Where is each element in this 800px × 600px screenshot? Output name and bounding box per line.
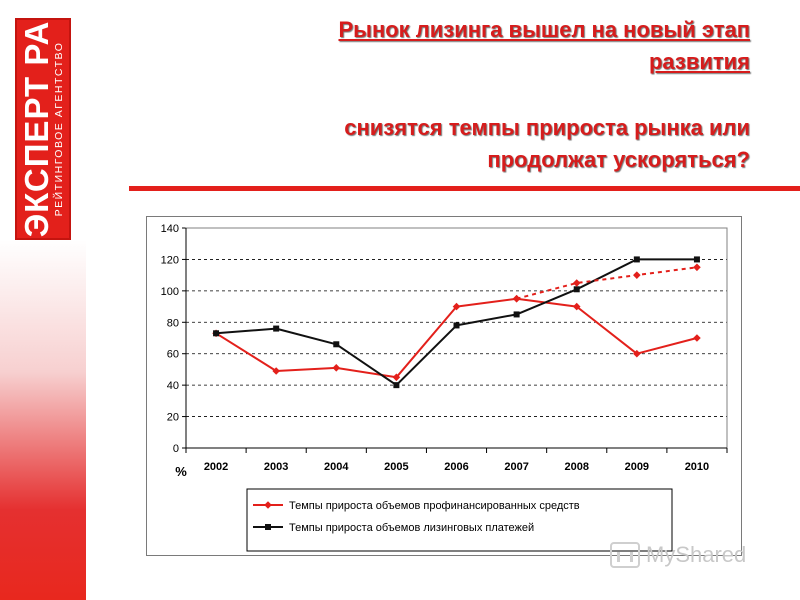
data-point-s0-2010 bbox=[693, 334, 701, 342]
y-tick-label-60: 60 bbox=[167, 349, 179, 361]
data-point-s1-2008 bbox=[573, 286, 580, 293]
x-tick-label-2010: 2010 bbox=[685, 461, 709, 473]
data-point-s1-2004 bbox=[333, 341, 340, 348]
slide-subtitle-line-1: снизятся темпы прироста рынка или bbox=[344, 115, 750, 140]
watermark: MyShared bbox=[610, 538, 780, 572]
x-tick-label-2006: 2006 bbox=[444, 461, 468, 473]
y-tick-label-20: 20 bbox=[167, 412, 179, 424]
data-point-s0-2004 bbox=[332, 364, 341, 372]
logo-sub-text: РЕЙТИНГОВОЕ АГЕНТСТВО bbox=[53, 41, 65, 217]
legend-marker-0 bbox=[264, 501, 272, 509]
data-point-s1-2005 bbox=[393, 382, 400, 389]
line-chart: 0 20 40 60 80 100 120 140 2002 2003 2004 2005 2006 20… bbox=[161, 223, 728, 552]
series-line-2 bbox=[516, 266, 698, 300]
data-point-s1-2010 bbox=[693, 256, 700, 263]
data-point-s2-2009 bbox=[633, 271, 641, 279]
slide-title: Рынок лизинга вышел на новый этап развит… bbox=[190, 14, 750, 78]
data-point-s0-2003 bbox=[272, 367, 280, 375]
data-point-s2-2010 bbox=[693, 263, 701, 272]
legend-marker-1 bbox=[265, 524, 271, 530]
y-tick-label-120: 120 bbox=[161, 254, 179, 266]
data-point-s1-2003 bbox=[273, 325, 280, 332]
x-tick-label-2004: 2004 bbox=[324, 461, 349, 473]
data-point-s1-2006 bbox=[453, 322, 460, 329]
data-point-s1-2009 bbox=[633, 256, 640, 263]
x-tick-label-2009: 2009 bbox=[625, 461, 649, 473]
y-tick-label-40: 40 bbox=[167, 380, 179, 392]
x-tick-label-2008: 2008 bbox=[564, 461, 588, 473]
data-point-s1-2002 bbox=[213, 330, 220, 337]
y-tick-label-0: 0 bbox=[173, 443, 179, 455]
x-tick-label-2002: 2002 bbox=[204, 461, 228, 473]
y-axis-label: % bbox=[175, 464, 187, 479]
x-tick-label-2007: 2007 bbox=[504, 461, 528, 473]
x-tick-label-2005: 2005 bbox=[384, 461, 408, 473]
data-point-s0-2008 bbox=[572, 302, 581, 311]
chart-container: 0 20 40 60 80 100 120 140 2002 2003 2004 2005 2006 20… bbox=[146, 216, 742, 556]
presentation-icon bbox=[610, 542, 640, 568]
y-tick-label-100: 100 bbox=[161, 286, 179, 298]
slide-subtitle-line-2: продолжат ускоряться? bbox=[487, 147, 750, 172]
watermark-text: MyShared bbox=[646, 542, 747, 567]
legend-label-0: Темпы прироста объемов профинансированны… bbox=[289, 500, 580, 512]
plot-area bbox=[185, 227, 728, 449]
data-point-s1-2007 bbox=[513, 311, 520, 318]
title-divider bbox=[129, 186, 800, 191]
slide-subtitle: снизятся темпы прироста рынка или продол… bbox=[170, 112, 750, 176]
logo: ЭКСПЕРТ РА РЕЙТИНГОВОЕ АГЕНТСТВО bbox=[15, 18, 71, 240]
y-tick-label-140: 140 bbox=[161, 223, 179, 235]
logo-main-text: ЭКСПЕРТ РА bbox=[18, 20, 55, 238]
slide-title-line-1: Рынок лизинга вышел на новый этап bbox=[338, 17, 750, 42]
x-tick-label-2003: 2003 bbox=[264, 461, 288, 473]
data-point-s2-2008 bbox=[572, 279, 581, 287]
data-point-s2-2007 bbox=[512, 294, 521, 303]
series-line-0 bbox=[215, 297, 698, 379]
data-point-s0-2005 bbox=[392, 373, 401, 382]
y-tick-label-80: 80 bbox=[167, 317, 179, 329]
legend-label-1: Темпы прироста объемов лизинговых платеж… bbox=[289, 522, 534, 534]
legend-box bbox=[246, 488, 673, 552]
slide-title-line-2: развития bbox=[648, 49, 750, 74]
data-point-s0-2009 bbox=[633, 349, 641, 358]
